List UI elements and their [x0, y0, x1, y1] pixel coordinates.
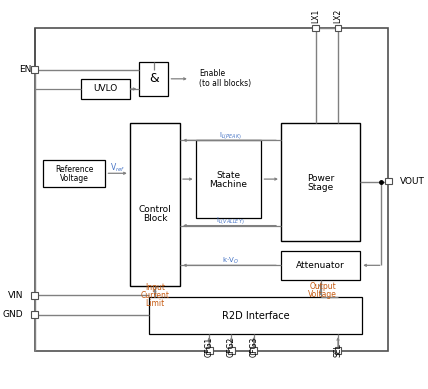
- Bar: [42, 160, 105, 187]
- Text: Reference: Reference: [55, 165, 93, 174]
- Text: UVLO: UVLO: [93, 84, 118, 93]
- Text: (to all blocks): (to all blocks): [199, 79, 252, 88]
- Bar: [385, 178, 392, 184]
- Bar: [206, 347, 213, 354]
- Bar: [281, 123, 360, 241]
- Text: I$_{L(VALLEY)}$: I$_{L(VALLEY)}$: [216, 216, 245, 226]
- Text: Input: Input: [145, 283, 165, 292]
- Text: CFG2: CFG2: [227, 337, 236, 357]
- Bar: [31, 292, 38, 299]
- Text: Current: Current: [140, 291, 169, 300]
- Text: EN: EN: [19, 65, 31, 74]
- Bar: [281, 251, 360, 280]
- Text: Output: Output: [309, 282, 336, 291]
- Text: LX2: LX2: [333, 9, 342, 23]
- Bar: [228, 347, 235, 354]
- Text: State: State: [217, 171, 241, 180]
- Text: k·V$_O$: k·V$_O$: [222, 255, 239, 266]
- Bar: [35, 28, 388, 350]
- Text: Attenuator: Attenuator: [296, 261, 345, 270]
- Text: Machine: Machine: [210, 180, 247, 189]
- Bar: [335, 25, 342, 32]
- Text: CFG3: CFG3: [249, 337, 258, 357]
- Bar: [312, 25, 319, 32]
- Text: &: &: [149, 72, 159, 85]
- Bar: [250, 347, 257, 354]
- Bar: [130, 123, 180, 286]
- Bar: [140, 62, 169, 96]
- Text: LX1: LX1: [311, 9, 320, 23]
- Text: Enable: Enable: [199, 70, 226, 79]
- Text: Voltage: Voltage: [308, 290, 337, 299]
- Text: Limit: Limit: [145, 299, 164, 308]
- Text: Voltage: Voltage: [59, 173, 89, 182]
- Text: I$_{L(PEAK)}$: I$_{L(PEAK)}$: [219, 130, 242, 141]
- Text: CFG1: CFG1: [205, 337, 214, 357]
- Bar: [81, 79, 130, 99]
- Text: VIN: VIN: [8, 291, 23, 300]
- Text: Stage: Stage: [307, 183, 334, 192]
- Text: Block: Block: [143, 214, 167, 223]
- Bar: [335, 347, 342, 354]
- Text: R2D Interface: R2D Interface: [222, 311, 289, 321]
- Text: SEL: SEL: [333, 343, 342, 357]
- Text: VOUT: VOUT: [400, 177, 425, 186]
- Bar: [31, 311, 38, 318]
- Bar: [196, 140, 262, 218]
- Bar: [31, 66, 38, 73]
- Text: Power: Power: [307, 173, 334, 182]
- Text: GND: GND: [3, 310, 23, 319]
- Bar: [149, 297, 362, 334]
- Text: V$_{ref}$: V$_{ref}$: [110, 161, 125, 174]
- Text: Control: Control: [139, 205, 171, 214]
